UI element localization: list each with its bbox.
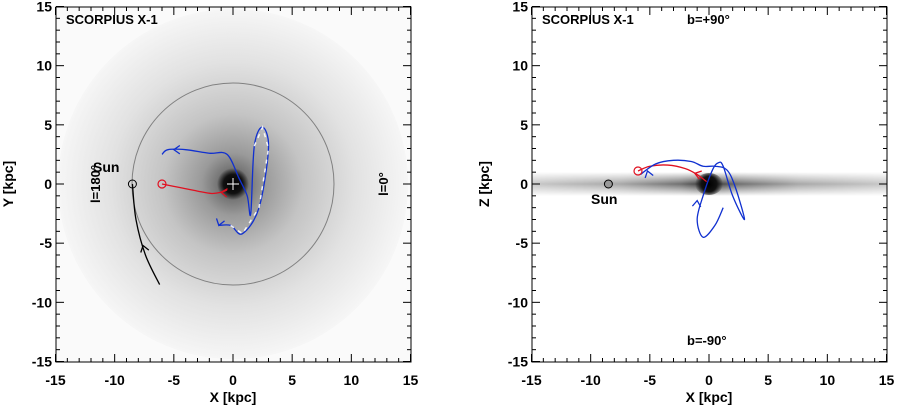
left-orbit-marks	[127, 124, 270, 285]
y-tick-label: 0	[44, 176, 52, 192]
x-tick-label: 15	[879, 372, 895, 388]
left-l0-label: l=0°	[376, 172, 391, 196]
x-tick-label: -15	[45, 372, 65, 388]
orbit-future-line	[639, 159, 746, 238]
x-tick-label: -10	[581, 372, 601, 388]
right-title: SCORPIUS X-1	[542, 12, 634, 27]
y-tick-label: 5	[520, 117, 528, 133]
y-tick-label: 15	[36, 0, 52, 15]
x-tick-label: -5	[644, 372, 657, 388]
left-panel: SCORPIUS X-1 Sun l=180° l=0° X [kpc] Y […	[0, 0, 418, 405]
right-b-bottom-label: b=-90°	[687, 333, 727, 348]
right-sun-label: Sun	[591, 191, 617, 207]
right-b-top-label: b=+90°	[687, 12, 730, 27]
sun-marker	[603, 179, 613, 189]
left-x-tick-labels: -15 -10 -5 0 5 10 15	[45, 372, 418, 388]
y-tick-label: 10	[36, 58, 52, 74]
x-tick-label: 10	[344, 372, 360, 388]
left-y-tick-labels: 15 10 5 0 -5 -10 -15	[32, 0, 52, 369]
orbit-future-arrow	[644, 169, 654, 179]
sun-marker	[127, 179, 137, 189]
right-orbit-marks	[603, 159, 746, 238]
x-tick-label: 0	[705, 372, 713, 388]
left-xlabel: X [kpc]	[210, 389, 257, 405]
y-tick-label: -15	[508, 353, 528, 369]
y-tick-label: -5	[40, 235, 53, 251]
x-tick-label: 5	[288, 372, 296, 388]
orbit-future-line	[161, 126, 270, 235]
source-marker	[633, 166, 643, 176]
sun-orbit-line	[131, 183, 161, 285]
y-tick-label: -10	[508, 294, 528, 310]
x-tick-label: -15	[521, 372, 541, 388]
x-tick-label: -5	[168, 372, 181, 388]
left-title: SCORPIUS X-1	[66, 12, 158, 27]
orbit-past-line	[637, 164, 708, 183]
orbit-dashed-segment	[230, 124, 270, 235]
orbit-future-arrow	[691, 199, 702, 208]
y-tick-label: 5	[44, 117, 52, 133]
right-y-tick-labels: 15 10 5 0 -5 -10 -15	[508, 0, 528, 369]
x-tick-label: 0	[229, 372, 237, 388]
y-tick-label: -5	[516, 235, 529, 251]
orbit-future-arrow	[172, 144, 181, 155]
orbit-past-arrow	[220, 188, 228, 198]
right-x-tick-labels: -15 -10 -5 0 5 10 15	[521, 372, 894, 388]
right-xlabel: X [kpc]	[686, 389, 733, 405]
left-ticks	[55, 6, 411, 362]
x-tick-label: -10	[105, 372, 125, 388]
x-tick-label: 10	[820, 372, 836, 388]
orbit-future-arrow	[215, 218, 225, 227]
sun-orbit-arrow	[140, 244, 150, 253]
y-tick-label: -15	[32, 353, 52, 369]
x-tick-label: 15	[403, 372, 419, 388]
x-tick-label: 5	[764, 372, 772, 388]
orbit-past-arrow	[693, 170, 702, 180]
y-tick-label: 15	[512, 0, 528, 15]
left-ylabel: Y [kpc]	[0, 161, 16, 207]
left-sun-label: Sun	[93, 159, 119, 175]
right-ticks	[531, 6, 887, 362]
source-marker	[157, 179, 167, 189]
y-tick-label: 0	[520, 176, 528, 192]
y-tick-label: -10	[32, 294, 52, 310]
solar-circle	[131, 82, 335, 286]
right-ylabel: Z [kpc]	[476, 161, 492, 207]
right-panel: SCORPIUS X-1 b=+90° b=-90° Sun X [kpc] Z…	[476, 0, 894, 405]
y-tick-label: 10	[512, 58, 528, 74]
left-l180-label: l=180°	[88, 165, 103, 203]
